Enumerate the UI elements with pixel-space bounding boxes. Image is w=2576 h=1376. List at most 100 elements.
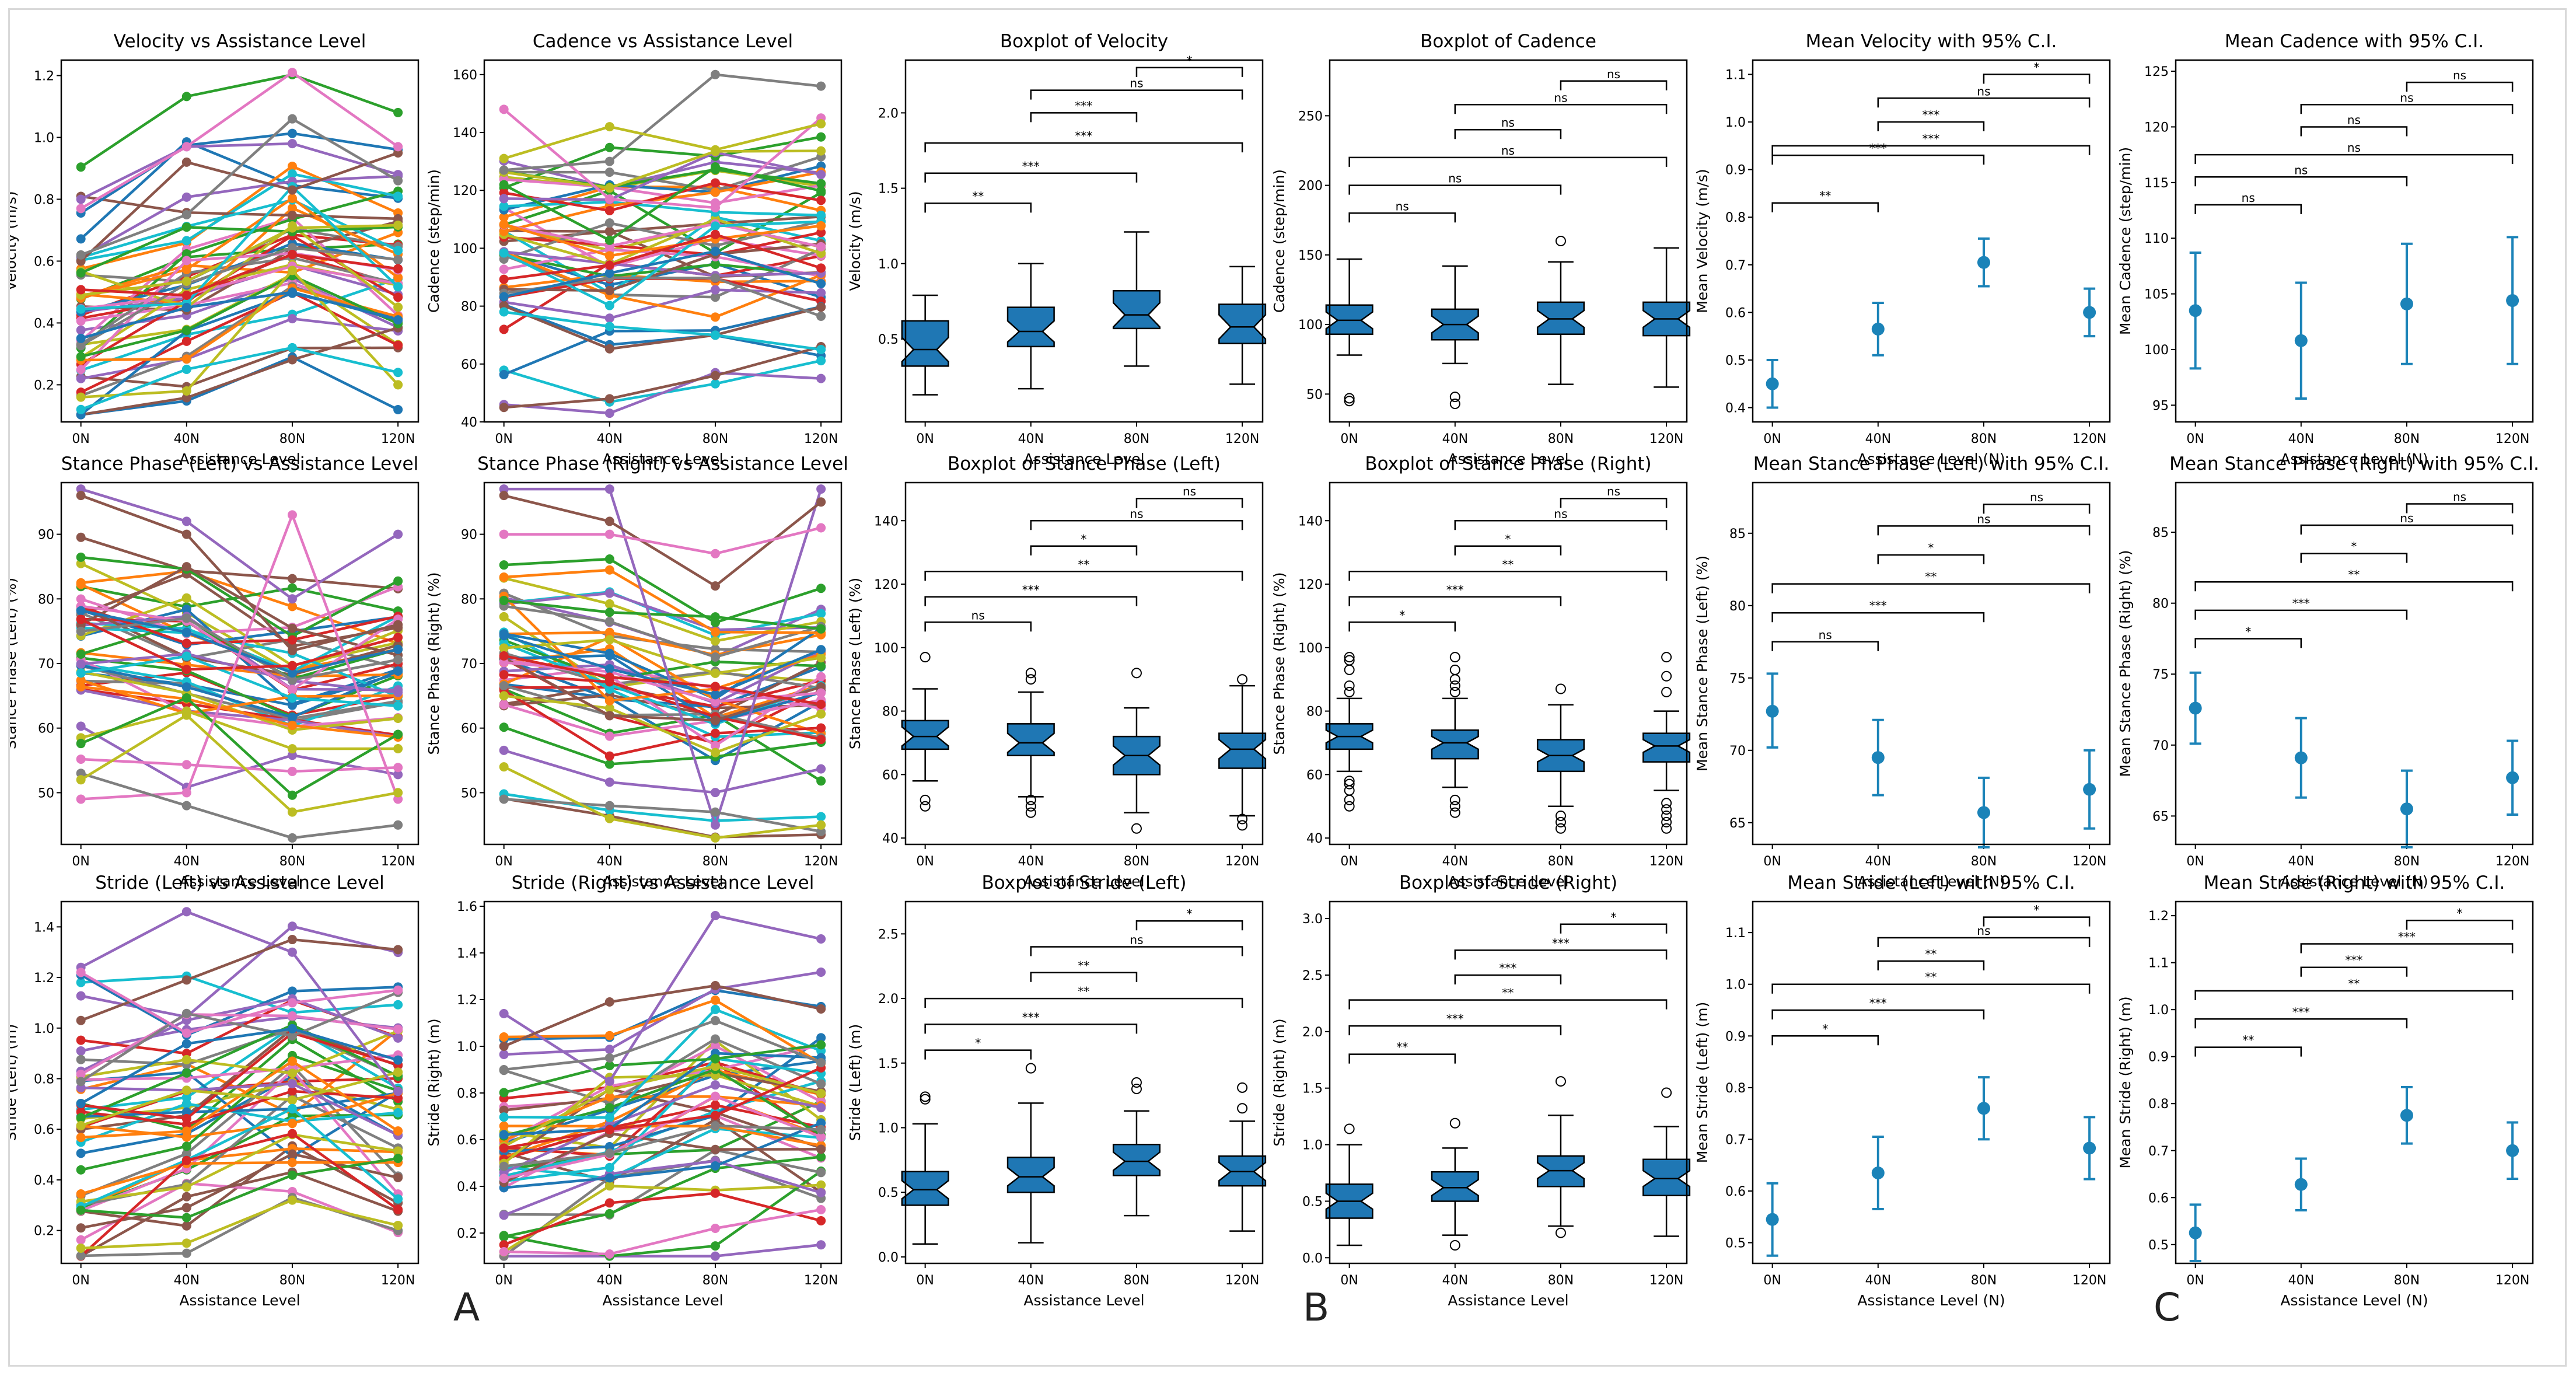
series-line: [81, 685, 399, 739]
mean-point: [2294, 751, 2308, 764]
data-point: [76, 1113, 86, 1123]
plot-area: **************: [2189, 906, 2519, 1262]
series-line: [504, 1061, 822, 1158]
x-tick-label: 80N: [702, 1273, 728, 1288]
series-line: [81, 1133, 399, 1203]
data-point: [393, 142, 403, 152]
significance-bracket: [924, 997, 1243, 1008]
y-tick-label: 0.4: [34, 316, 54, 331]
series-line: [504, 233, 822, 281]
significance-label: ns: [1607, 67, 1620, 81]
data-point: [76, 775, 86, 785]
data-point: [76, 614, 86, 624]
significance-bracket: [1771, 145, 2091, 155]
data-point: [604, 1198, 614, 1208]
data-point: [287, 721, 297, 731]
data-point: [393, 1087, 403, 1096]
data-point: [604, 1181, 614, 1191]
data-point: [76, 1223, 86, 1233]
significance-label: ***: [2345, 954, 2362, 968]
data-point: [816, 1152, 826, 1162]
data-point: [816, 228, 826, 238]
outlier: [1555, 236, 1566, 246]
series-line: [80, 609, 399, 647]
data-point: [181, 1008, 191, 1018]
significance-bracket: [924, 1049, 1032, 1060]
series-line: [81, 346, 399, 388]
chart-title: Stride (Left) vs Assistance Level: [95, 872, 384, 893]
y-tick-label: 80: [38, 592, 54, 607]
chart-title: Mean Stance Phase (Left) with 95% C.I.: [1753, 453, 2109, 474]
data-point: [604, 408, 614, 418]
y-tick-label: 0.7: [1725, 1133, 1746, 1147]
significance-label: **: [1502, 557, 1514, 571]
x-tick-label: 120N: [2072, 1273, 2106, 1288]
data-point: [816, 1132, 826, 1142]
series-line: [80, 713, 399, 814]
outlier: [1344, 652, 1355, 663]
series-line: [504, 250, 822, 277]
data-point: [287, 947, 297, 957]
series-line: [81, 1029, 399, 1078]
x-tick-label: 0N: [72, 854, 89, 869]
significance-label: ns: [1396, 199, 1409, 213]
x-axis-label: Assistance Level (N): [2280, 1292, 2428, 1309]
series-line: [80, 132, 399, 214]
data-point: [181, 760, 191, 770]
significance-bracket: [924, 1024, 1138, 1034]
y-tick-label: 80: [882, 705, 899, 720]
data-point: [816, 1088, 826, 1098]
data-point: [393, 264, 403, 274]
data-point: [604, 235, 614, 245]
data-point: [393, 315, 403, 325]
data-point: [76, 341, 86, 351]
x-tick-label: 80N: [2394, 1273, 2420, 1288]
x-tick-label: 40N: [1442, 854, 1468, 869]
x-tick-label: 40N: [1865, 432, 1891, 446]
x-tick-label: 0N: [1340, 854, 1358, 869]
data-point: [816, 311, 826, 321]
data-point: [499, 1240, 509, 1250]
data-point: [499, 274, 509, 284]
series-line: [504, 149, 822, 190]
data-point: [604, 285, 614, 295]
mean-point: [1977, 1102, 1990, 1115]
y-axis-label: Stride (Left) (m): [847, 1024, 864, 1141]
x-tick-label: 0N: [495, 1273, 512, 1288]
y-tick-label: 1.2: [34, 971, 54, 986]
data-point: [393, 1204, 403, 1214]
data-point: [604, 703, 614, 713]
series-line: [504, 592, 822, 631]
y-axis-label: Mean Cadence (step/min): [2117, 147, 2134, 335]
series-line: [80, 973, 399, 1037]
y-tick-label: 1.0: [2148, 1003, 2169, 1018]
data-point: [499, 1174, 509, 1183]
x-tick-label: 80N: [279, 854, 305, 869]
y-tick-label: 1.0: [1302, 1138, 1323, 1153]
data-point: [710, 260, 720, 270]
significance-bracket: [1877, 960, 1985, 970]
series-line: [503, 984, 822, 1048]
series-line: [80, 991, 399, 1083]
y-tick-label: 1.2: [34, 69, 54, 83]
significance-label: **: [1396, 1040, 1408, 1054]
outlier: [920, 652, 931, 663]
data-point: [816, 484, 826, 494]
data-point: [393, 701, 403, 711]
data-point: [181, 354, 191, 364]
data-point: [287, 750, 297, 760]
significance-bracket: [1030, 112, 1138, 123]
data-point: [710, 379, 720, 389]
series-line: [80, 117, 399, 256]
y-tick-label: 0.8: [1725, 1081, 1746, 1096]
data-point: [76, 1120, 86, 1130]
data-point: [287, 1086, 297, 1096]
data-point: [181, 665, 191, 675]
x-tick-label: 120N: [1649, 1273, 1683, 1288]
series-line: [81, 975, 399, 1014]
series-line: [81, 165, 399, 270]
data-point: [76, 626, 86, 636]
data-point: [710, 145, 720, 155]
series-line: [81, 1075, 399, 1155]
x-tick-label: 120N: [381, 432, 415, 446]
